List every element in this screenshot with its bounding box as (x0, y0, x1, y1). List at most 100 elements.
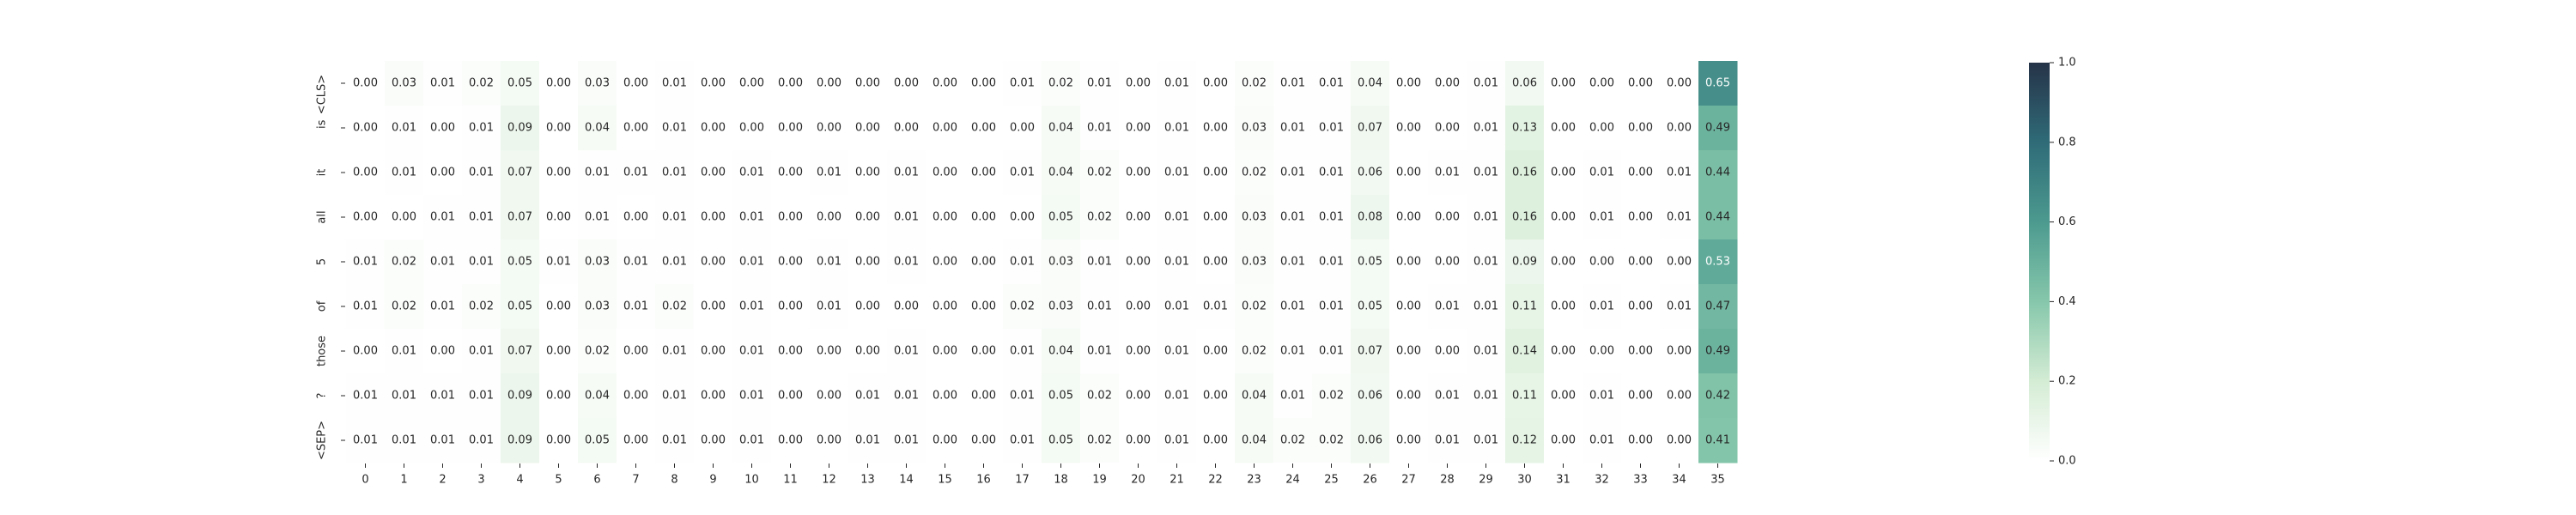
heatmap-cell (926, 329, 965, 374)
cell-value-label: 0.01 (469, 211, 494, 224)
x-tick-label: 3 (477, 474, 484, 487)
heatmap-cell (1157, 61, 1197, 106)
cell-value-label: 0.00 (739, 77, 764, 90)
cell-value-label: 0.00 (1435, 256, 1460, 269)
x-tick-label: 0 (361, 474, 368, 487)
cell-value-label: 0.00 (1628, 434, 1653, 447)
cell-value-label: 0.09 (1512, 256, 1537, 269)
cell-value-label: 0.03 (1242, 256, 1267, 269)
heatmap-cell (694, 329, 733, 374)
cell-value-label: 0.08 (1358, 211, 1382, 224)
cell-value-label: 0.02 (392, 300, 416, 313)
heatmap-cell (810, 150, 849, 196)
colorbar-tick-label: 0.8 (2058, 136, 2076, 148)
heatmap-cell (1505, 61, 1545, 106)
heatmap-cell (810, 373, 849, 419)
cell-value-label: 0.01 (430, 256, 455, 269)
heatmap-cell (1621, 150, 1661, 196)
heatmap-cell (694, 150, 733, 196)
cell-value-label: 0.00 (778, 345, 803, 358)
heatmap-cell (1080, 418, 1120, 464)
heatmap-cell (1621, 418, 1661, 464)
cell-value-label: 0.00 (623, 434, 648, 447)
cell-value-label: 0.07 (507, 211, 532, 224)
heatmap-cell (771, 195, 811, 240)
cell-value-label: 0.00 (1667, 256, 1692, 269)
cell-value-label: 0.00 (933, 77, 957, 90)
heatmap-cell (1196, 329, 1236, 374)
cell-value-label: 0.00 (1551, 77, 1576, 90)
cell-value-label: 0.02 (1087, 434, 1112, 447)
heatmap-cell (1698, 373, 1738, 419)
y-axis-tick-labels: <CLS> is it all 5 of those? <SEP> (316, 75, 345, 460)
cell-value-label: 0.04 (1048, 122, 1073, 135)
heatmap-cell (501, 329, 540, 374)
heatmap-cell (694, 373, 733, 419)
heatmap-cell (1235, 329, 1274, 374)
heatmap-cell (1157, 106, 1197, 151)
cell-value-label: 0.01 (1435, 390, 1460, 403)
cell-value-label: 0.00 (855, 122, 880, 135)
heatmap-cell (1583, 329, 1622, 374)
heatmap-cell (887, 150, 927, 196)
heatmap-cell (346, 239, 386, 285)
heatmap-cell (1003, 418, 1042, 464)
heatmap-cell (385, 284, 424, 330)
cell-value-label: 0.00 (1396, 122, 1421, 135)
cell-value-label: 0.01 (855, 434, 880, 447)
cell-value-label: 0.47 (1705, 300, 1730, 313)
heatmap-cell (732, 195, 772, 240)
x-tick-label: 11 (783, 474, 798, 487)
cell-value-label: 0.00 (817, 211, 841, 224)
cell-value-label: 0.01 (392, 167, 416, 179)
cell-value-label: 0.00 (1396, 167, 1421, 179)
cell-value-label: 0.00 (778, 434, 803, 447)
cell-value-label: 0.00 (430, 345, 455, 358)
cell-value-label: 0.00 (1667, 390, 1692, 403)
heatmap-cell (1273, 150, 1313, 196)
x-tick-label: 10 (744, 474, 759, 487)
cell-value-label: 0.01 (1280, 345, 1305, 358)
heatmap-cell (617, 418, 656, 464)
heatmap-cell (1621, 284, 1661, 330)
heatmap-cell (1235, 239, 1274, 285)
cell-value-label: 0.02 (392, 256, 416, 269)
heatmap-cell (771, 329, 811, 374)
cell-value-label: 0.00 (1435, 345, 1460, 358)
heatmap-cell (501, 373, 540, 419)
x-tick-label: 30 (1517, 474, 1532, 487)
cell-value-label: 0.53 (1705, 256, 1730, 269)
heatmap-cell (848, 150, 888, 196)
heatmap-cell (346, 195, 386, 240)
cell-value-label: 0.00 (546, 122, 571, 135)
heatmap-cell (1698, 195, 1738, 240)
heatmap-cell (1505, 150, 1545, 196)
heatmap-cell (964, 106, 1004, 151)
x-tick-label: 5 (555, 474, 562, 487)
cell-value-label: 0.01 (1280, 211, 1305, 224)
cell-value-label: 0.00 (1551, 122, 1576, 135)
heatmap-cell (1119, 239, 1158, 285)
heatmap-cell (964, 284, 1004, 330)
heatmap-cell (1003, 195, 1042, 240)
cell-value-label: 0.00 (1628, 167, 1653, 179)
cell-value-label: 0.00 (778, 77, 803, 90)
heatmap-cell (1389, 195, 1429, 240)
y-tick-label: <CLS> (316, 75, 329, 114)
heatmap-cell (887, 106, 927, 151)
heatmap-cell (1119, 418, 1158, 464)
colorbar-gradient (2029, 63, 2050, 461)
heatmap-cell (1428, 150, 1467, 196)
heatmap-cell (848, 329, 888, 374)
cell-value-label: 0.05 (1358, 300, 1382, 313)
heatmap-cell (694, 239, 733, 285)
cell-value-label: 0.14 (1512, 345, 1537, 358)
cell-value-label: 0.01 (662, 211, 687, 224)
cell-value-label: 0.00 (933, 211, 957, 224)
cell-value-label: 0.01 (1164, 256, 1189, 269)
cell-value-label: 0.01 (662, 77, 687, 90)
cell-value-label: 0.01 (894, 256, 919, 269)
heatmap-cell (926, 418, 965, 464)
cell-value-label: 0.01 (855, 390, 880, 403)
cell-value-label: 0.00 (933, 122, 957, 135)
